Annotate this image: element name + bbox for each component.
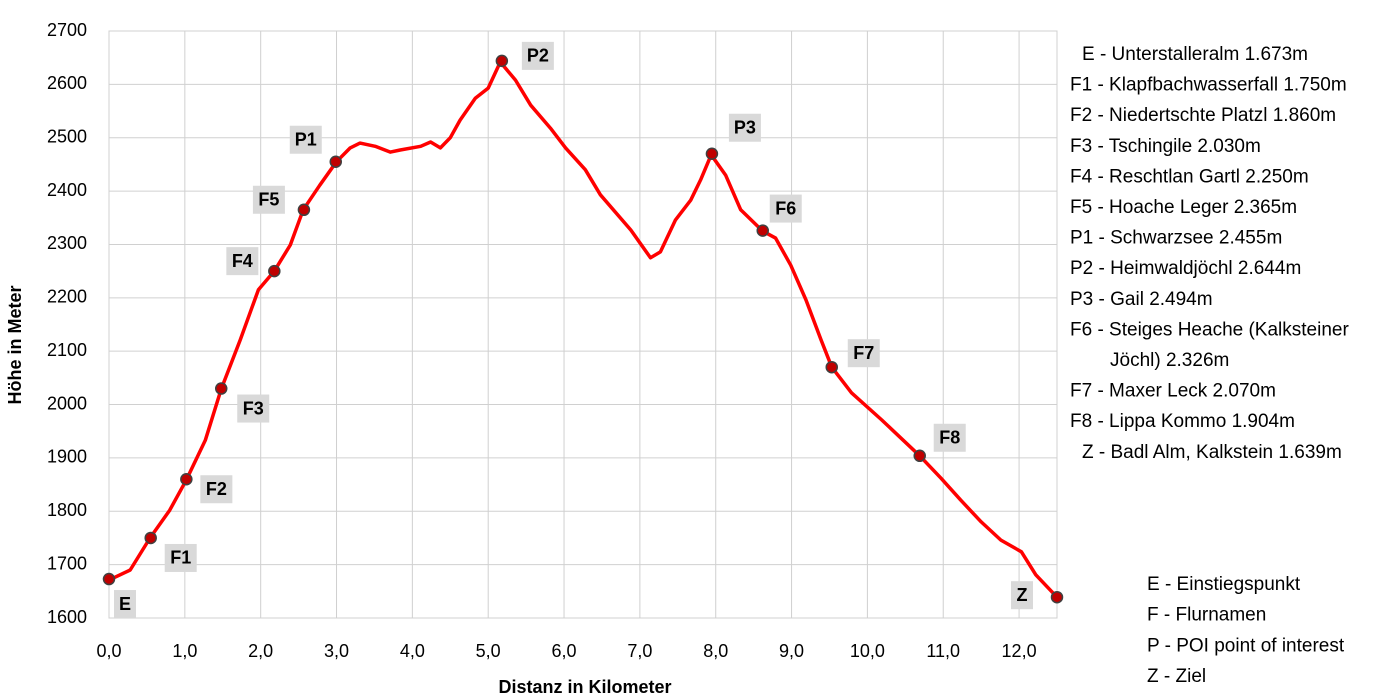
x-tick-label: 8,0 (703, 641, 728, 661)
x-axis-title: Distanz in Kilometer (498, 677, 671, 697)
x-tick-label: 10,0 (850, 641, 885, 661)
y-tick-label: 2500 (47, 126, 87, 146)
legend-note: F8 - Lippa Kommo 1.904m (1070, 411, 1295, 432)
point-label-box (521, 41, 554, 70)
x-tick-label: 5,0 (476, 641, 501, 661)
legend-note: P3 - Gail 2.494m (1070, 289, 1213, 310)
point-marker (1050, 590, 1064, 604)
elevation-line (108, 60, 1059, 599)
x-tick-label: 9,0 (779, 641, 804, 661)
x-tick-label: 7,0 (627, 641, 652, 661)
point-label-box (226, 247, 259, 276)
legend-note: F4 - Reschtlan Gartl 2.250m (1070, 166, 1309, 187)
point-label-box (164, 543, 197, 572)
y-tick-label: 2600 (47, 73, 87, 93)
point-label: F3 (243, 398, 264, 418)
y-tick-label: 1700 (47, 553, 87, 573)
y-tick-label: 2300 (47, 233, 87, 253)
point-marker (268, 264, 281, 278)
x-tick-label: 0,0 (96, 641, 121, 661)
point-marker (102, 572, 116, 586)
point-label-box (252, 185, 285, 214)
legend-note: E - Unterstalleralm 1.673m (1082, 44, 1308, 65)
point-label: F7 (853, 343, 874, 363)
point-label: E (119, 594, 131, 614)
point-marker (297, 203, 311, 217)
x-tick-label: 11,0 (926, 641, 960, 661)
key-note: P - POI point of interest (1147, 635, 1345, 656)
x-tick-label: 3,0 (324, 641, 349, 661)
x-tick-label: 12,0 (1002, 641, 1037, 661)
point-label: F1 (170, 548, 191, 568)
point-label: F8 (939, 428, 960, 448)
legend-note: F5 - Hoache Leger 2.365m (1070, 197, 1297, 218)
point-label: P1 (295, 129, 317, 149)
legend-note: F1 - Klapfbachwasserfall 1.750m (1070, 75, 1347, 96)
key-note: E - Einstiegspunkt (1147, 574, 1301, 595)
plot-border (108, 30, 1058, 619)
legend-note: F3 - Tschingile 2.030m (1070, 136, 1261, 157)
y-tick-label: 1900 (47, 447, 87, 467)
x-tick-label: 2,0 (248, 641, 273, 661)
point-label-box (1011, 581, 1033, 610)
point-marker (825, 360, 839, 374)
point-marker (214, 382, 228, 395)
key-note: Z - Ziel (1147, 666, 1206, 687)
y-tick-label: 2700 (47, 20, 87, 40)
point-marker (756, 224, 769, 237)
legend-note: F6 - Steiges Heache (Kalksteiner (1070, 319, 1349, 340)
point-label-box (237, 394, 270, 423)
point-label: F4 (232, 251, 253, 271)
point-label-box (200, 475, 233, 504)
legend-note: F7 - Maxer Leck 2.070m (1070, 381, 1276, 402)
point-marker (705, 147, 719, 160)
point-label-box (933, 423, 966, 452)
point-label: F5 (258, 190, 279, 210)
point-marker (180, 473, 193, 486)
y-tick-label: 2200 (47, 287, 87, 307)
legend-note: P1 - Schwarzsee 2.455m (1070, 228, 1282, 249)
legend-note: Z - Badl Alm, Kalkstein 1.639m (1082, 442, 1342, 463)
point-label-box (114, 590, 136, 619)
point-marker (495, 54, 509, 68)
legend-note: F2 - Niedertschte Platzl 1.860m (1070, 105, 1336, 126)
y-tick-label: 1600 (47, 607, 87, 627)
point-label-box (847, 339, 880, 368)
point-label: Z (1017, 585, 1028, 605)
point-label-box (289, 125, 322, 154)
point-label: F6 (775, 198, 796, 218)
x-tick-label: 6,0 (552, 641, 577, 661)
y-tick-label: 1800 (47, 500, 87, 520)
key-note: F - Flurnamen (1147, 605, 1266, 626)
point-label: F2 (206, 479, 227, 499)
point-marker (329, 155, 343, 168)
point-label: P3 (734, 117, 756, 137)
point-marker (913, 449, 926, 463)
y-axis-title: Höhe in Meter (5, 285, 25, 404)
legend-note: Jöchl) 2.326m (1110, 350, 1229, 371)
y-tick-label: 2000 (47, 393, 87, 413)
y-tick-label: 2400 (47, 180, 87, 200)
y-tick-label: 2100 (47, 340, 87, 360)
point-label-box (728, 113, 761, 142)
point-label: P2 (527, 46, 549, 66)
x-tick-label: 1,0 (172, 641, 197, 661)
point-label-box (769, 194, 802, 223)
legend-note: P2 - Heimwaldjöchl 2.644m (1070, 258, 1301, 279)
x-tick-label: 4,0 (400, 641, 425, 661)
point-marker (144, 531, 157, 545)
